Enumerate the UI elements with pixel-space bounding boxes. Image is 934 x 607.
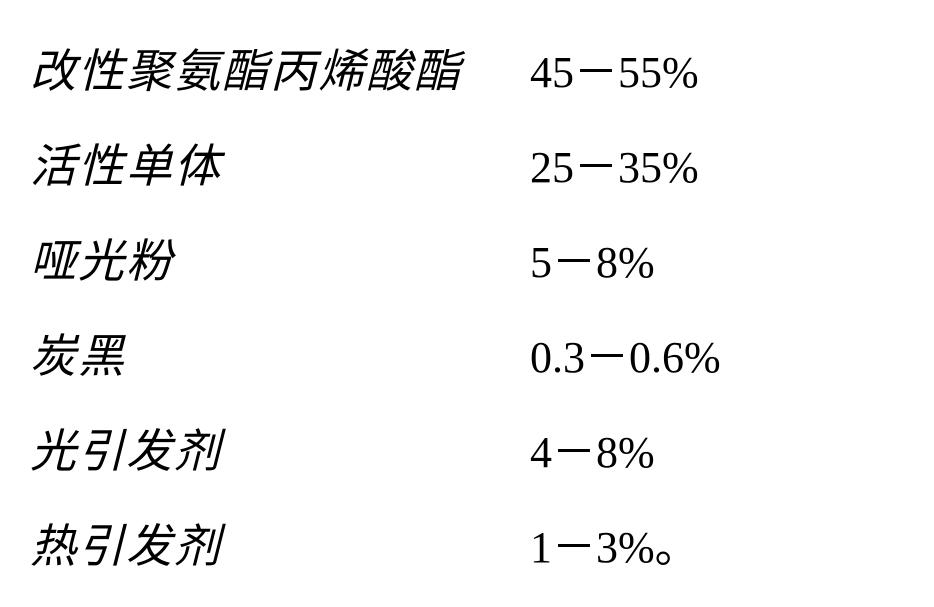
ingredient-label: 光引发剂 [30, 415, 530, 481]
ingredient-list: 改性聚氨酯丙烯酸酯 45－55% 活性单体 25－35% 哑光粉 5－8% 炭黑… [30, 20, 904, 590]
ingredient-label: 热引发剂 [30, 510, 530, 576]
ingredient-label: 炭黑 [30, 320, 530, 386]
table-row: 哑光粉 5－8% [30, 210, 904, 305]
ingredient-value: 1－3%。 [530, 511, 699, 575]
table-row: 活性单体 25－35% [30, 115, 904, 210]
ingredient-value: 5－8% [530, 226, 655, 290]
table-row: 光引发剂 4－8% [30, 400, 904, 495]
ingredient-value: 0.3－0.6% [530, 321, 721, 385]
table-row: 热引发剂 1－3%。 [30, 495, 904, 590]
table-row: 改性聚氨酯丙烯酸酯 45－55% [30, 20, 904, 115]
ingredient-value: 4－8% [530, 416, 655, 480]
ingredient-value: 25－35% [530, 131, 699, 195]
ingredient-value: 45－55% [530, 36, 699, 100]
ingredient-label: 哑光粉 [30, 225, 530, 291]
ingredient-label: 改性聚氨酯丙烯酸酯 [30, 35, 530, 101]
table-row: 炭黑 0.3－0.6% [30, 305, 904, 400]
ingredient-label: 活性单体 [30, 130, 530, 196]
